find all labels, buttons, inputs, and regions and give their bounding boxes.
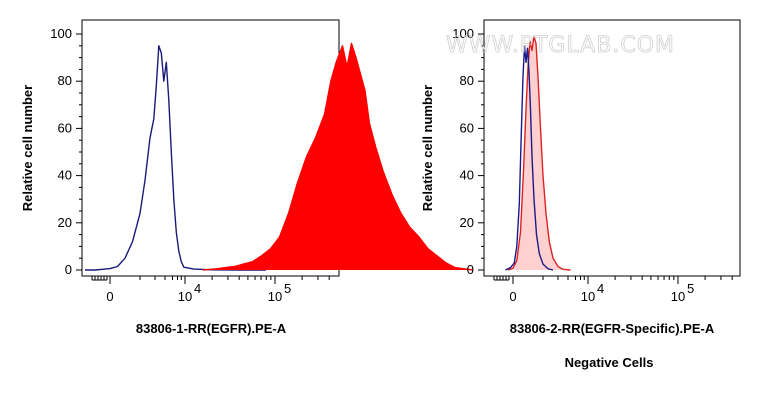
right-x-tick-exponent: 4 (597, 281, 604, 296)
right-series-1-line (505, 45, 554, 271)
left-y-tick-label: 100 (50, 26, 72, 41)
right-y-tick-label: 20 (460, 215, 474, 230)
left-y-tick-label: 60 (58, 120, 72, 135)
right-x-axis-title: 83806-2-RR(EGFR-Specific).PE-A (510, 321, 715, 336)
left-series-0-line (85, 45, 266, 271)
right-y-tick-label: 40 (460, 168, 474, 183)
left-y-axis-title: Relative cell number (20, 85, 35, 211)
left-series-group (85, 42, 474, 271)
right-x-tick-label: 10 (671, 289, 685, 304)
left-series-1-area (203, 43, 473, 271)
left-series-1-line (202, 42, 474, 271)
right-series-group (505, 35, 571, 271)
left-x-tick-label: 10 (268, 289, 282, 304)
right-y-axis: 0 20 40 60 80 100 (452, 26, 484, 277)
right-subtitle: Negative Cells (565, 355, 654, 370)
left-x-axis-title: 83806-1-RR(EGFR).PE-A (136, 321, 287, 336)
left-y-tick-label: 40 (58, 168, 72, 183)
right-plot-frame (483, 19, 741, 277)
right-x-tick-label: 0 (509, 289, 516, 304)
left-y-tick-label: 80 (58, 73, 72, 88)
right-x-tick-label: 10 (581, 289, 595, 304)
left-x-tick-exponent: 4 (194, 281, 201, 296)
left-x-tick-label: 10 (178, 289, 192, 304)
right-series-0-area (508, 36, 571, 271)
left-y-axis: 0 20 40 60 80 100 (50, 26, 82, 277)
right-y-tick-label: 100 (452, 26, 474, 41)
left-x-tick-label: 0 (106, 289, 113, 304)
right-series-0-line (507, 35, 571, 271)
right-y-tick-label: 60 (460, 120, 474, 135)
watermark: WWW.PTGLAB.COM (446, 33, 675, 58)
right-y-axis-title: Relative cell number (420, 85, 435, 211)
left-y-tick-label: 20 (58, 215, 72, 230)
left-x-tick-exponent: 5 (284, 281, 291, 296)
left-y-tick-label: 0 (65, 262, 72, 277)
right-y-tick-label: 0 (467, 262, 474, 277)
right-y-tick-label: 80 (460, 73, 474, 88)
right-x-tick-exponent: 5 (687, 281, 694, 296)
